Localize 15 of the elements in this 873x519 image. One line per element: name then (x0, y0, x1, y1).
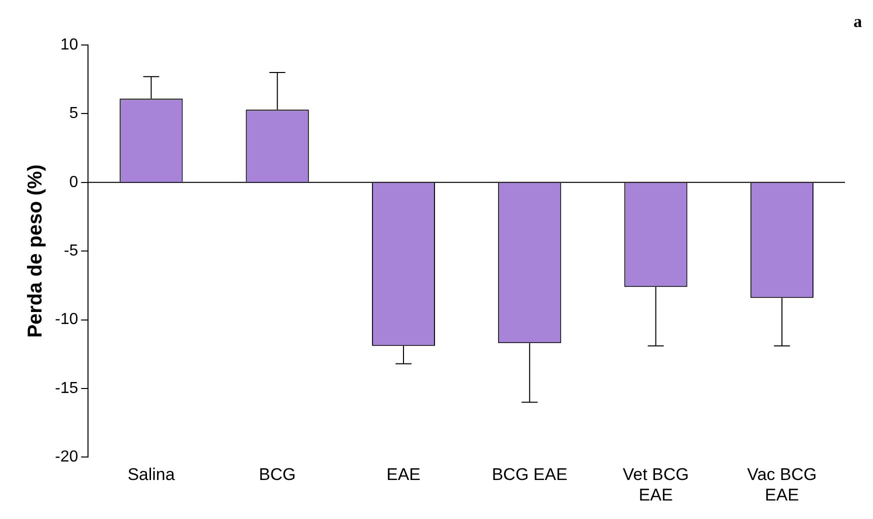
x-tick-label: EAE (386, 465, 421, 484)
y-tick-label: -20 (55, 448, 78, 466)
y-tick-label: -5 (64, 242, 78, 260)
y-tick-label: 5 (69, 105, 78, 122)
x-tick-label: Vac BCG EAE (747, 465, 817, 504)
x-tick-label: Vet BCG EAE (622, 465, 689, 504)
y-tick-label: -15 (55, 380, 78, 397)
x-tick-label: Salina (128, 465, 176, 484)
x-tick-label: BCG (258, 465, 296, 484)
y-tick-label: -10 (55, 311, 78, 328)
text: a (854, 12, 862, 31)
y-axis-title: Perda de peso (%) (24, 164, 47, 338)
x-tick-label: BCG EAE (492, 465, 568, 484)
y-tick-label: 10 (60, 36, 78, 54)
y-tick-label: 0 (69, 174, 78, 191)
